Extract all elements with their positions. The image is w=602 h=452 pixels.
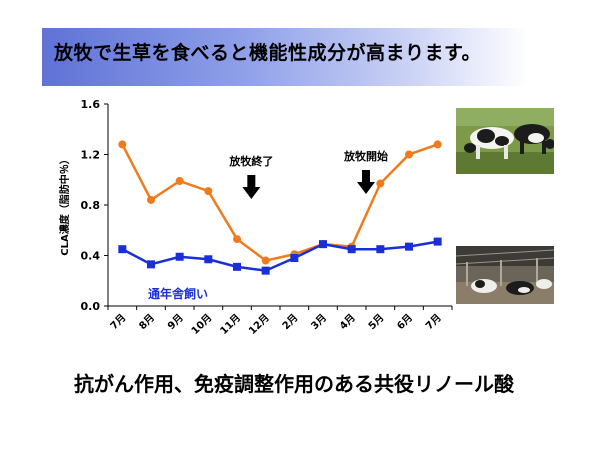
x-tick-label: 7月: [108, 312, 128, 332]
grazing-end-arrow-icon: [242, 175, 261, 199]
grazing-point: [433, 140, 442, 149]
series-points: [118, 140, 442, 275]
legend-housed-label: 通年舎飼い: [148, 286, 208, 301]
housed-point: [233, 262, 241, 271]
x-tick-label: 5月: [366, 312, 386, 332]
x-tick-label: 11月: [218, 312, 243, 337]
grazing-start-label: 放牧開始: [343, 149, 388, 163]
housed-point: [319, 240, 327, 249]
housed-point: [405, 242, 413, 251]
grazing-end-label: 放牧終了: [228, 154, 273, 168]
housed-series-line: [121, 240, 438, 272]
grazing-start-arrow-icon: [357, 170, 375, 194]
x-tick-label: 10月: [189, 312, 214, 337]
housed-point: [118, 245, 127, 254]
housed-point: [433, 237, 442, 246]
housed-point: [376, 245, 385, 254]
grazing-point: [376, 179, 385, 188]
x-tick-label: 8月: [137, 312, 157, 332]
x-tick-label: 3月: [309, 312, 329, 332]
footer-caption: 抗がん作用、免疫調整作用のある共役リノール酸: [74, 372, 514, 396]
grazing-series-line: [121, 143, 439, 262]
grazing-point: [175, 177, 184, 186]
grazing-point: [233, 235, 241, 244]
y-axis-label: CLA濃度（脂肪中％）: [58, 154, 71, 255]
x-tick-label: 2月: [280, 312, 300, 332]
chart-axes: [107, 104, 452, 307]
grazing-point: [261, 256, 270, 265]
cows-grazing-photo: [456, 108, 554, 174]
y-tick-label: 1.2: [81, 149, 101, 162]
chart-annotations: 放牧終了 放牧開始: [228, 149, 388, 199]
grazing-point: [204, 187, 213, 196]
x-tick-label: 12月: [246, 312, 271, 337]
grazing-point: [405, 150, 413, 159]
cows-in-barn-photo: [456, 246, 554, 304]
housed-point: [175, 252, 184, 261]
grazing-point: [118, 140, 127, 149]
y-tick-label: 1.6: [81, 98, 101, 111]
housed-point: [261, 266, 270, 275]
x-tick-label: 4月: [337, 312, 357, 332]
title-banner: [42, 28, 528, 86]
y-tick-label: 0.8: [81, 199, 101, 212]
y-ticks: 0.0 0.4 0.8 1.2 1.6: [81, 98, 108, 313]
series-lines: [121, 143, 439, 272]
x-tick-labels: 7月 8月 9月 10月 11月 12月 2月 3月 4月 5月 6月 7月: [107, 306, 453, 337]
housed-point: [204, 255, 213, 264]
x-tick-label: 9月: [165, 312, 185, 332]
y-tick-label: 0.0: [81, 300, 101, 313]
y-tick-label: 0.4: [81, 250, 101, 263]
x-tick-label: 7月: [423, 312, 443, 332]
housed-point: [147, 260, 155, 269]
slide-title: 放牧で生草を食べると機能性成分が高まります。: [54, 42, 482, 64]
x-tick-label: 6月: [395, 312, 415, 332]
housed-point: [347, 245, 356, 254]
grazing-point: [147, 195, 155, 204]
housed-point: [290, 254, 299, 263]
